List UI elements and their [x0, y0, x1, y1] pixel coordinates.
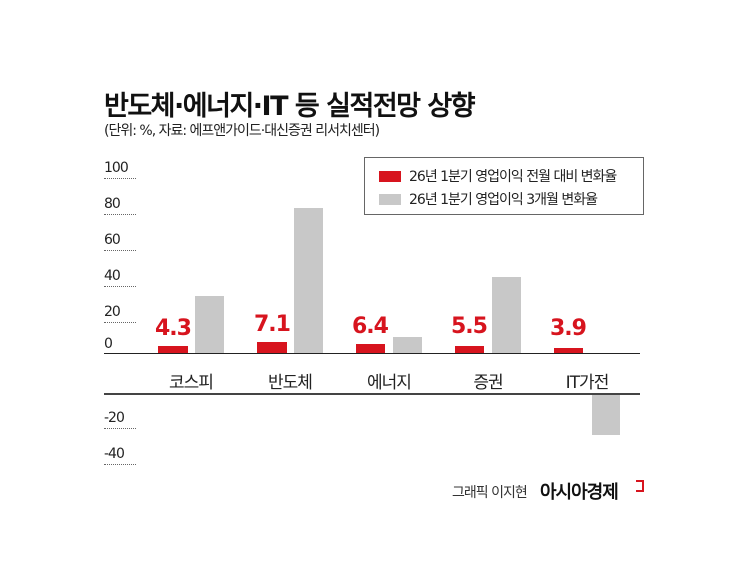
brand-mark-icon: [636, 480, 644, 492]
chart-title: 반도체·에너지·IT 등 실적전망 상향: [104, 91, 476, 122]
y-tick-20: 20: [104, 304, 136, 323]
value-label: 5.5: [451, 314, 488, 339]
category-label: 반도체: [268, 373, 313, 393]
bar-kospi-monthly: [158, 346, 188, 354]
category-label: 코스피: [169, 373, 214, 393]
value-label: 3.9: [550, 316, 587, 341]
legend-label: 26년 1분기 영업이익 전월 대비 변화율: [409, 169, 617, 185]
bar-it-appliance-3month: [592, 394, 620, 435]
bar-kospi-3month: [195, 296, 224, 354]
graphic-credit: 그래픽 이지현: [452, 485, 528, 501]
y-tick-40: 40: [104, 268, 136, 287]
y-tick-60: 60: [104, 232, 136, 251]
value-label: 4.3: [155, 316, 192, 341]
category-label: 에너지: [367, 373, 412, 393]
legend-swatch-red: [379, 170, 401, 182]
legend-item-series1: 26년 1분기 영업이익 전월 대비 변화율: [379, 166, 617, 186]
bar-it-appliance-monthly: [554, 348, 583, 354]
bar-securities-monthly: [455, 346, 484, 354]
bar-semiconductor-monthly: [257, 342, 287, 354]
brand-logo: 아시아경제: [540, 482, 619, 503]
legend: 26년 1분기 영업이익 전월 대비 변화율 26년 1분기 영업이익 3개월 …: [364, 157, 644, 215]
bar-semiconductor-3month: [294, 208, 323, 354]
axis-break-line: [104, 393, 640, 395]
legend-swatch-gray: [379, 193, 401, 205]
legend-label: 26년 1분기 영업이익 3개월 변화율: [409, 192, 598, 208]
y-tick-0: 0: [104, 336, 113, 352]
y-tick-100: 100: [104, 160, 136, 179]
y-tick-minus40: -40: [104, 446, 136, 465]
bar-energy-monthly: [356, 344, 385, 354]
category-label: 증권: [473, 373, 503, 393]
bar-energy-3month: [393, 337, 422, 354]
zero-baseline: [104, 353, 640, 354]
y-tick-80: 80: [104, 196, 136, 215]
value-label: 6.4: [352, 314, 389, 339]
legend-item-series2: 26년 1분기 영업이익 3개월 변화율: [379, 189, 598, 209]
y-tick-minus20: -20: [104, 410, 136, 429]
chart-subtitle: (단위: %, 자료: 에프앤가이드·대신증권 리서치센터): [104, 123, 380, 139]
bar-securities-3month: [492, 277, 521, 354]
category-label: IT가전: [565, 373, 610, 393]
value-label: 7.1: [254, 312, 291, 337]
